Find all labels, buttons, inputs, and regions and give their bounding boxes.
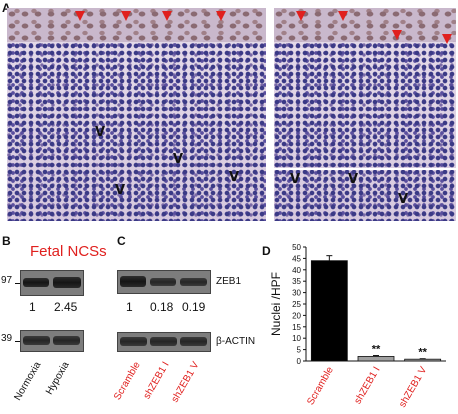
significance-label: ** [418, 347, 427, 359]
b-value-hypoxia: 2.45 [54, 300, 78, 314]
panel-d-letter: D [262, 244, 271, 258]
panel-c-letter: C [117, 234, 126, 248]
mw-marker-97: 97 [1, 275, 13, 286]
significance-label: ** [372, 344, 381, 356]
band-shzeb1-i [150, 337, 177, 346]
black-arrowhead-icon: ᐯ [290, 172, 301, 187]
red-arrowhead-icon [75, 11, 85, 21]
bar-shzeb1-i [357, 356, 395, 362]
mw-marker-39: 39 [1, 333, 13, 344]
y-axis-label: Nuclei /HPF [269, 272, 283, 336]
bar-shzeb1-v [404, 358, 442, 362]
y-tick-label: 30 [292, 289, 301, 298]
red-arrowhead-icon [442, 34, 452, 44]
band-shzeb1-i [150, 278, 176, 286]
y-tick-label: 10 [292, 334, 301, 343]
blot-actin-b [20, 330, 84, 352]
black-arrowhead-icon: ᐯ [173, 152, 184, 167]
c-label-actin: β-ACTIN [216, 336, 256, 347]
c-label-zeb1: ZEB1 [216, 276, 242, 287]
red-arrowhead-icon [216, 11, 226, 21]
b-value-normoxia: 1 [29, 300, 36, 314]
histology-overview-image: ᐯ ᐯ ᐯ ᐯ [7, 8, 266, 221]
band-shzeb1-v [180, 278, 207, 286]
c-value-scramble: 1 [126, 300, 133, 314]
red-arrowhead-icon [121, 11, 131, 21]
marker-tick [15, 341, 20, 342]
band-scramble [120, 337, 147, 346]
red-arrowhead-icon [296, 11, 306, 21]
y-tick-label: 5 [297, 346, 302, 355]
c-value-shzeb1-i: 0.18 [150, 300, 174, 314]
blot-zeb1-b [20, 270, 84, 296]
y-tick-label: 25 [292, 300, 301, 309]
c-value-shzeb1-v: 0.19 [182, 300, 206, 314]
panel-b-title: Fetal NCSs [30, 243, 107, 260]
y-tick-label: 20 [292, 311, 301, 320]
blot-actin-c [117, 332, 211, 352]
black-arrowhead-icon: ᐯ [348, 172, 359, 187]
y-tick-label: 50 [292, 243, 301, 252]
band-normoxia [23, 278, 49, 287]
y-tick-label: 40 [292, 266, 301, 275]
black-arrowhead-icon: ᐯ [115, 183, 126, 198]
y-tick-label: 15 [292, 323, 301, 332]
inset-divider [274, 168, 456, 170]
y-tick-label: 45 [292, 254, 301, 263]
band-hypoxia [53, 336, 80, 345]
black-arrowhead-icon: ᐯ [229, 170, 240, 185]
black-arrowhead-icon: ᐯ [95, 125, 106, 140]
black-arrowhead-icon: ᐯ [398, 192, 409, 207]
x-tick-label: shZEB1 I [353, 365, 383, 406]
band-shzeb1-v [180, 337, 207, 346]
panel-a-letter: A [2, 1, 11, 15]
bar-scramble [310, 260, 348, 362]
y-tick-label: 0 [297, 357, 302, 366]
red-arrowhead-icon [338, 11, 348, 21]
x-tick-label: Scramble [305, 365, 336, 407]
band-normoxia [23, 336, 50, 345]
red-arrowhead-icon [392, 30, 402, 40]
band-scramble [120, 276, 146, 287]
histology-zoom-image: ᐯ ᐯ ᐯ [274, 8, 456, 221]
red-arrowhead-icon [162, 11, 172, 21]
band-hypoxia [53, 277, 81, 288]
panel-b-letter: B [2, 234, 11, 248]
blot-zeb1-c [117, 270, 211, 294]
x-tick-label: shZEB1 V [397, 365, 429, 410]
y-tick-label: 35 [292, 277, 301, 286]
marker-tick [15, 283, 20, 284]
